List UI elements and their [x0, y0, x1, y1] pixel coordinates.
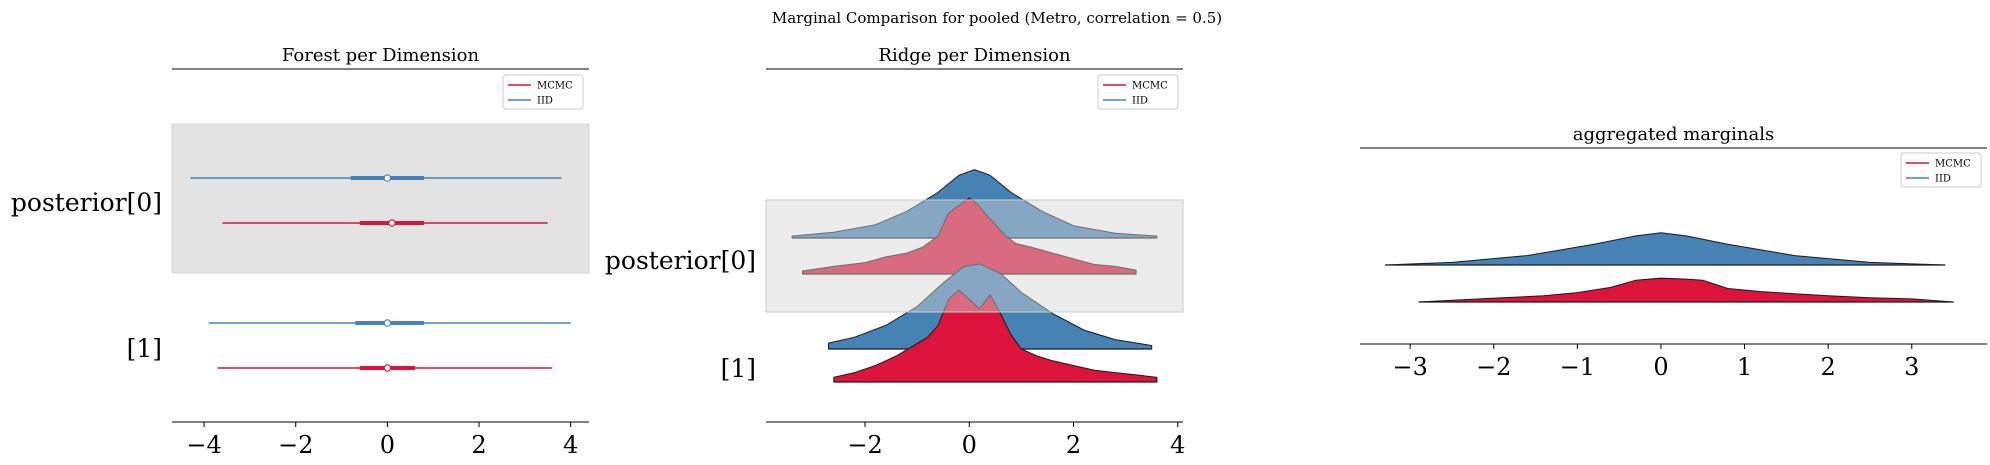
x-tick-label: 2	[471, 431, 486, 459]
x-tick-label: 2	[1821, 353, 1836, 381]
x-tick-label: 0	[1653, 353, 1668, 381]
ridge-panel: Ridge per Dimension −2 0 2 4 posterior[0] [1] M…	[605, 45, 1186, 459]
aggregated-panel: aggregated marginals −3 −2 −1 0 1 2 3 MCMC IID	[1360, 124, 1987, 381]
x-tick-label: 2	[1066, 431, 1081, 459]
legend-label-iid: IID	[1132, 96, 1148, 107]
x-tick-label: −2	[1476, 353, 1511, 381]
x-tick-label: 0	[380, 431, 395, 459]
legend-label-mcmc: MCMC	[1935, 159, 1971, 170]
ridges	[791, 169, 1158, 383]
x-tick-label: 3	[1904, 353, 1919, 381]
legend: MCMC IID	[502, 74, 584, 110]
panel-title: Ridge per Dimension	[878, 45, 1071, 66]
highlight-band	[171, 123, 590, 274]
legend-label-mcmc: MCMC	[537, 81, 573, 92]
ridge-mcmc	[833, 289, 1158, 383]
ridges	[1385, 232, 1954, 303]
figure-suptitle: Marginal Comparison for pooled (Metro, c…	[772, 9, 1222, 27]
x-tick-label: 4	[1170, 431, 1185, 459]
row-label: [1]	[721, 354, 756, 383]
x-tick-label: −2	[847, 431, 882, 459]
x-tick-label: 0	[962, 431, 977, 459]
forest-panel: Forest per Dimension −4 −2 0 2 4 posterior[0] […	[11, 45, 590, 459]
legend-label-mcmc: MCMC	[1132, 81, 1168, 92]
x-tick-label: −2	[278, 431, 313, 459]
x-tick-label: 1	[1737, 353, 1752, 381]
ridge-iid	[1385, 232, 1946, 266]
row-label: posterior[0]	[605, 246, 756, 275]
panel-title: Forest per Dimension	[282, 45, 480, 66]
median-point-iid	[383, 319, 392, 327]
panel-title: aggregated marginals	[1573, 124, 1774, 145]
x-tick-label: −4	[186, 431, 221, 459]
x-tick-label: 4	[563, 431, 578, 459]
median-point-mcmc	[383, 364, 392, 372]
median-point-iid	[383, 174, 392, 182]
highlight-band	[765, 199, 1184, 313]
row-label: posterior[0]	[11, 188, 162, 217]
legend-label-iid: IID	[537, 96, 553, 107]
legend: MCMC IID	[1097, 74, 1179, 110]
legend-label-iid: IID	[1935, 174, 1951, 185]
row-label: [1]	[127, 334, 162, 363]
x-tick-label: −1	[1560, 353, 1595, 381]
ridge-mcmc	[1418, 277, 1954, 303]
median-point-mcmc	[388, 219, 396, 227]
legend: MCMC IID	[1900, 152, 1982, 188]
x-tick-label: −3	[1392, 353, 1427, 381]
ridge-mcmc	[802, 197, 1137, 275]
